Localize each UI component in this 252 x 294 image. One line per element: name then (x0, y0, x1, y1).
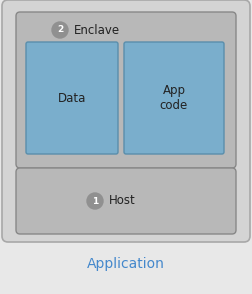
Text: 1: 1 (92, 196, 98, 206)
FancyBboxPatch shape (2, 0, 250, 242)
Text: Data: Data (58, 91, 86, 104)
FancyBboxPatch shape (26, 42, 118, 154)
Text: Enclave: Enclave (74, 24, 120, 36)
Circle shape (87, 193, 103, 209)
FancyBboxPatch shape (124, 42, 224, 154)
Text: Application: Application (87, 257, 165, 271)
Circle shape (52, 22, 68, 38)
Text: App
code: App code (160, 84, 188, 112)
Text: 2: 2 (57, 26, 63, 34)
FancyBboxPatch shape (16, 12, 236, 168)
Text: Host: Host (109, 195, 136, 208)
FancyBboxPatch shape (16, 168, 236, 234)
